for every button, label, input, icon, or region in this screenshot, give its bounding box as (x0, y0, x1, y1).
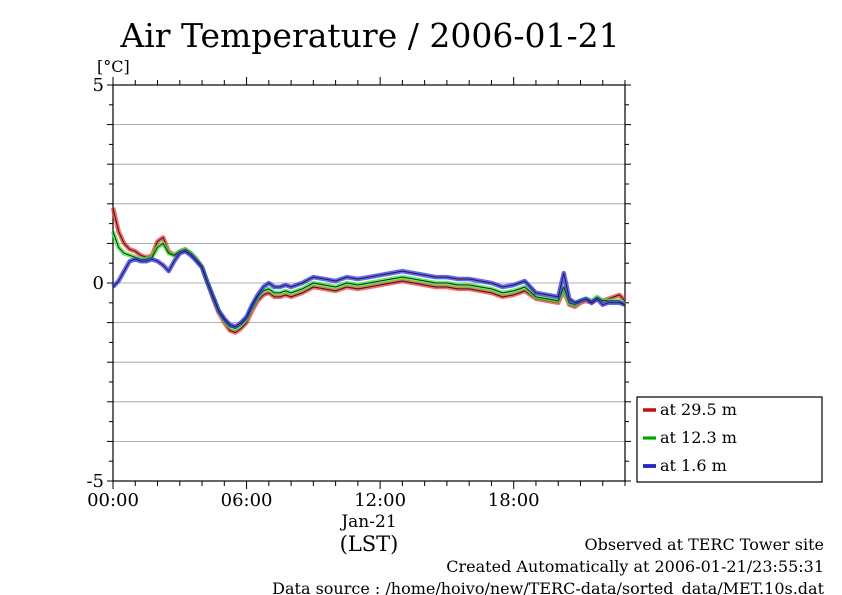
x-axis-label: (LST) (340, 532, 399, 556)
series-layer (110, 207, 627, 335)
footer-source: Data source : /home/hoivo/new/TERC-data/… (272, 579, 824, 595)
x-tick-label: 06:00 (221, 490, 273, 511)
series-line-1 (112, 231, 626, 329)
y-tick-label: -5 (86, 471, 104, 492)
legend: at 29.5 m at 12.3 m at 1.6 m (636, 396, 823, 483)
x-tick-label: 12:00 (354, 490, 406, 511)
series-line-0 (112, 207, 626, 333)
x-tick-label: 00:00 (87, 490, 139, 511)
x-tick-labels: 00:00 06:00 12:00 18:00 (87, 490, 540, 511)
legend-label: at 29.5 m (660, 400, 737, 419)
series-line-2 (112, 250, 626, 328)
legend-box (636, 396, 823, 483)
y-tick-label: 0 (93, 273, 104, 294)
series-line-halo-1 (110, 230, 627, 331)
footer-created: Created Automatically at 2006-01-21/23:5… (446, 557, 824, 576)
axis-ticks (107, 77, 631, 489)
y-tick-labels: -5 0 5 (86, 75, 104, 492)
x-tick-label: 18:00 (488, 490, 540, 511)
chart-title: Air Temperature / 2006-01-21 (119, 16, 619, 55)
legend-label: at 1.6 m (660, 456, 727, 475)
legend-label: at 12.3 m (660, 428, 737, 447)
footer-site: Observed at TERC Tower site (585, 535, 825, 554)
series-line-halo-0 (110, 207, 627, 335)
y-axis-unit: [°C] (97, 57, 130, 76)
y-tick-label: 5 (93, 75, 104, 96)
x-date-label: Jan-21 (339, 512, 396, 532)
